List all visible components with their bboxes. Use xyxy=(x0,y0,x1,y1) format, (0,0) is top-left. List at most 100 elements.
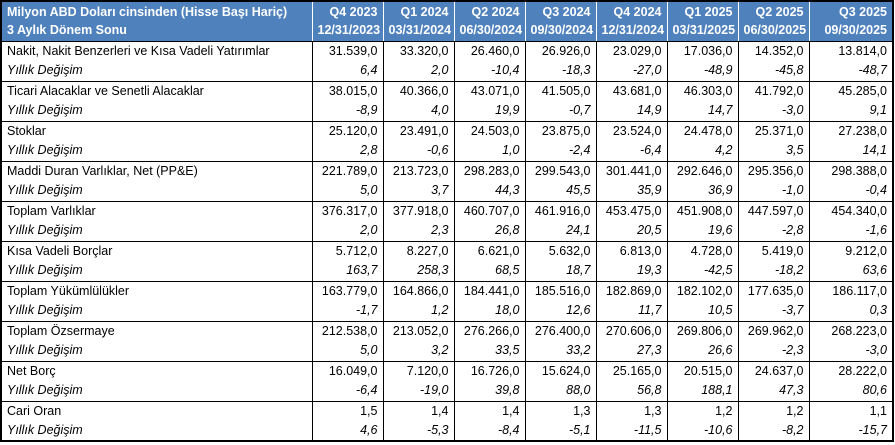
yoy-label-cell: Yıllık Değişim xyxy=(7,343,83,358)
yoy-value-cell: 4,6 xyxy=(311,421,383,441)
quarter-label: Q3 2025 xyxy=(839,5,887,20)
yoy-value-cell: 35,9 xyxy=(595,181,667,201)
metric-value-cell: 23.491,0 xyxy=(382,120,454,141)
yoy-label-cell: Yıllık Değişim xyxy=(7,183,83,198)
yoy-value-cell: -0,7 xyxy=(524,101,596,121)
yoy-change-row: Yıllık Değişim 2,8 -0,6 1,0 -2,4 -6,4 4,2 3,5 14… xyxy=(1,141,893,161)
yoy-change-row: Yıllık Değişim 5,0 3,7 44,3 45,5 35,9 36,9 -1,0… xyxy=(1,181,893,201)
metric-value-cell: 299.543,0 xyxy=(524,160,596,181)
metric-label-cell: Maddi Duran Varlıklar, Net (PP&E) xyxy=(1,160,312,181)
metric-value-cell: 7.120,0 xyxy=(382,360,454,381)
metric-row: Net Borç 16.049,0 7.120,0 16.726,0 15.624,0 2… xyxy=(1,360,893,381)
yoy-value-cell: -2,3 xyxy=(737,341,809,361)
yoy-value-cell: 20,5 xyxy=(595,221,667,241)
yoy-value-cell: 163,7 xyxy=(311,261,383,281)
yoy-label-cell: Yıllık Değişim xyxy=(7,103,83,118)
metric-value-cell: 16.726,0 xyxy=(453,360,525,381)
yoy-value-cell: 3,5 xyxy=(737,141,809,161)
yoy-label-cell: Yıllık Değişim xyxy=(7,303,83,318)
yoy-value-cell: -18,2 xyxy=(737,261,809,281)
yoy-value-cell: 80,6 xyxy=(808,381,893,401)
yoy-label-cell: Yıllık Değişim xyxy=(7,423,83,437)
yoy-label-cell: Yıllık Değişim xyxy=(7,263,83,278)
metric-value-cell: 376.317,0 xyxy=(311,200,383,221)
metric-value-cell: 1,1 xyxy=(808,400,893,421)
yoy-value-cell: -19,0 xyxy=(382,381,454,401)
quarter-label: Q4 2023 xyxy=(329,5,378,20)
metric-value-cell: 24.478,0 xyxy=(666,120,738,141)
metric-row: Cari Oran 1,5 1,4 1,4 1,3 1,3 1,2 1,2 1,1 xyxy=(1,400,893,421)
period-end-date: 09/30/2024 xyxy=(530,23,594,38)
metric-value-cell: 41.505,0 xyxy=(524,80,596,101)
yoy-label-cell: Yıllık Değişim xyxy=(7,63,83,78)
yoy-value-cell: 68,5 xyxy=(453,261,525,281)
yoy-value-cell: 5,0 xyxy=(311,181,383,201)
metric-value-cell: 17.036,0 xyxy=(666,40,738,61)
yoy-value-cell: -1,0 xyxy=(737,181,809,201)
metric-value-cell: 25.165,0 xyxy=(595,360,667,381)
metric-value-cell: 28.222,0 xyxy=(808,360,893,381)
yoy-value-cell: 19,6 xyxy=(666,221,738,241)
yoy-value-cell: 19,9 xyxy=(453,101,525,121)
metric-value-cell: 23.029,0 xyxy=(595,40,667,61)
quarter-label: Q2 2024 xyxy=(471,5,520,20)
yoy-value-cell: 44,3 xyxy=(453,181,525,201)
metric-label-cell: Toplam Özsermaye xyxy=(1,320,312,341)
metric-value-cell: 1,3 xyxy=(595,400,667,421)
metric-value-cell: 177.635,0 xyxy=(737,280,809,301)
period-end-date: 03/31/2024 xyxy=(388,23,452,38)
yoy-value-cell: 1,0 xyxy=(453,141,525,161)
metric-value-cell: 270.606,0 xyxy=(595,320,667,341)
quarter-label: Q2 2025 xyxy=(755,5,804,20)
metric-value-cell: 8.227,0 xyxy=(382,240,454,261)
metric-value-cell: 24.637,0 xyxy=(737,360,809,381)
metric-value-cell: 186.117,0 xyxy=(808,280,893,301)
yoy-value-cell: 3,7 xyxy=(382,181,454,201)
table-title: Milyon ABD Doları cinsinden (Hisse Başı … xyxy=(1,1,312,42)
metric-value-cell: 295.356,0 xyxy=(737,160,809,181)
metric-row: Maddi Duran Varlıklar, Net (PP&E) 221.789… xyxy=(1,160,893,181)
metric-value-cell: 31.539,0 xyxy=(311,40,383,61)
yoy-value-cell: 26,8 xyxy=(453,221,525,241)
metric-value-cell: 1,4 xyxy=(453,400,525,421)
yoy-value-cell: 45,5 xyxy=(524,181,596,201)
metric-label-cell: Net Borç xyxy=(1,360,312,381)
yoy-value-cell: -18,3 xyxy=(524,61,596,81)
period-end-date: 09/30/2025 xyxy=(824,23,887,38)
metric-value-cell: 213.052,0 xyxy=(382,320,454,341)
yoy-value-cell: -3,0 xyxy=(808,341,893,361)
metric-value-cell: 298.283,0 xyxy=(453,160,525,181)
yoy-value-cell: 14,7 xyxy=(666,101,738,121)
yoy-value-cell: -48,9 xyxy=(666,61,738,81)
yoy-value-cell: 18,0 xyxy=(453,301,525,321)
table-title-line2: 3 Aylık Dönem Sonu xyxy=(7,23,127,38)
metric-value-cell: 268.223,0 xyxy=(808,320,893,341)
metric-value-cell: 43.681,0 xyxy=(595,80,667,101)
yoy-change-row: Yıllık Değişim 4,6 -5,3 -8,4 -5,1 -11,5 -10,6-… xyxy=(1,421,893,441)
column-header-q1-2024: Q1 2024 03/31/2024 xyxy=(382,1,454,42)
yoy-value-cell: 0,3 xyxy=(808,301,893,321)
metric-value-cell: 163.779,0 xyxy=(311,280,383,301)
metric-value-cell: 40.366,0 xyxy=(382,80,454,101)
metric-label-cell: Stoklar xyxy=(1,120,312,141)
yoy-value-cell: 27,3 xyxy=(595,341,667,361)
yoy-value-cell: 2,0 xyxy=(311,221,383,241)
yoy-value-cell: -6,4 xyxy=(311,381,383,401)
period-end-date: 06/30/2024 xyxy=(459,23,523,38)
yoy-value-cell: 188,1 xyxy=(666,381,738,401)
column-header-q2-2025: Q2 2025 06/30/2025 xyxy=(737,1,809,42)
metric-value-cell: 182.869,0 xyxy=(595,280,667,301)
yoy-value-cell: -2,4 xyxy=(524,141,596,161)
metric-value-cell: 26.926,0 xyxy=(524,40,596,61)
metric-value-cell: 292.646,0 xyxy=(666,160,738,181)
yoy-value-cell: 14,9 xyxy=(595,101,667,121)
metric-value-cell: 453.475,0 xyxy=(595,200,667,221)
metric-value-cell: 1,3 xyxy=(524,400,596,421)
yoy-value-cell: 36,9 xyxy=(666,181,738,201)
metric-value-cell: 45.285,0 xyxy=(808,80,893,101)
metric-value-cell: 447.597,0 xyxy=(737,200,809,221)
yoy-value-cell: 18,7 xyxy=(524,261,596,281)
yoy-value-cell: 5,0 xyxy=(311,341,383,361)
metric-value-cell: 298.388,0 xyxy=(808,160,893,181)
quarter-label: Q4 2024 xyxy=(613,5,662,20)
